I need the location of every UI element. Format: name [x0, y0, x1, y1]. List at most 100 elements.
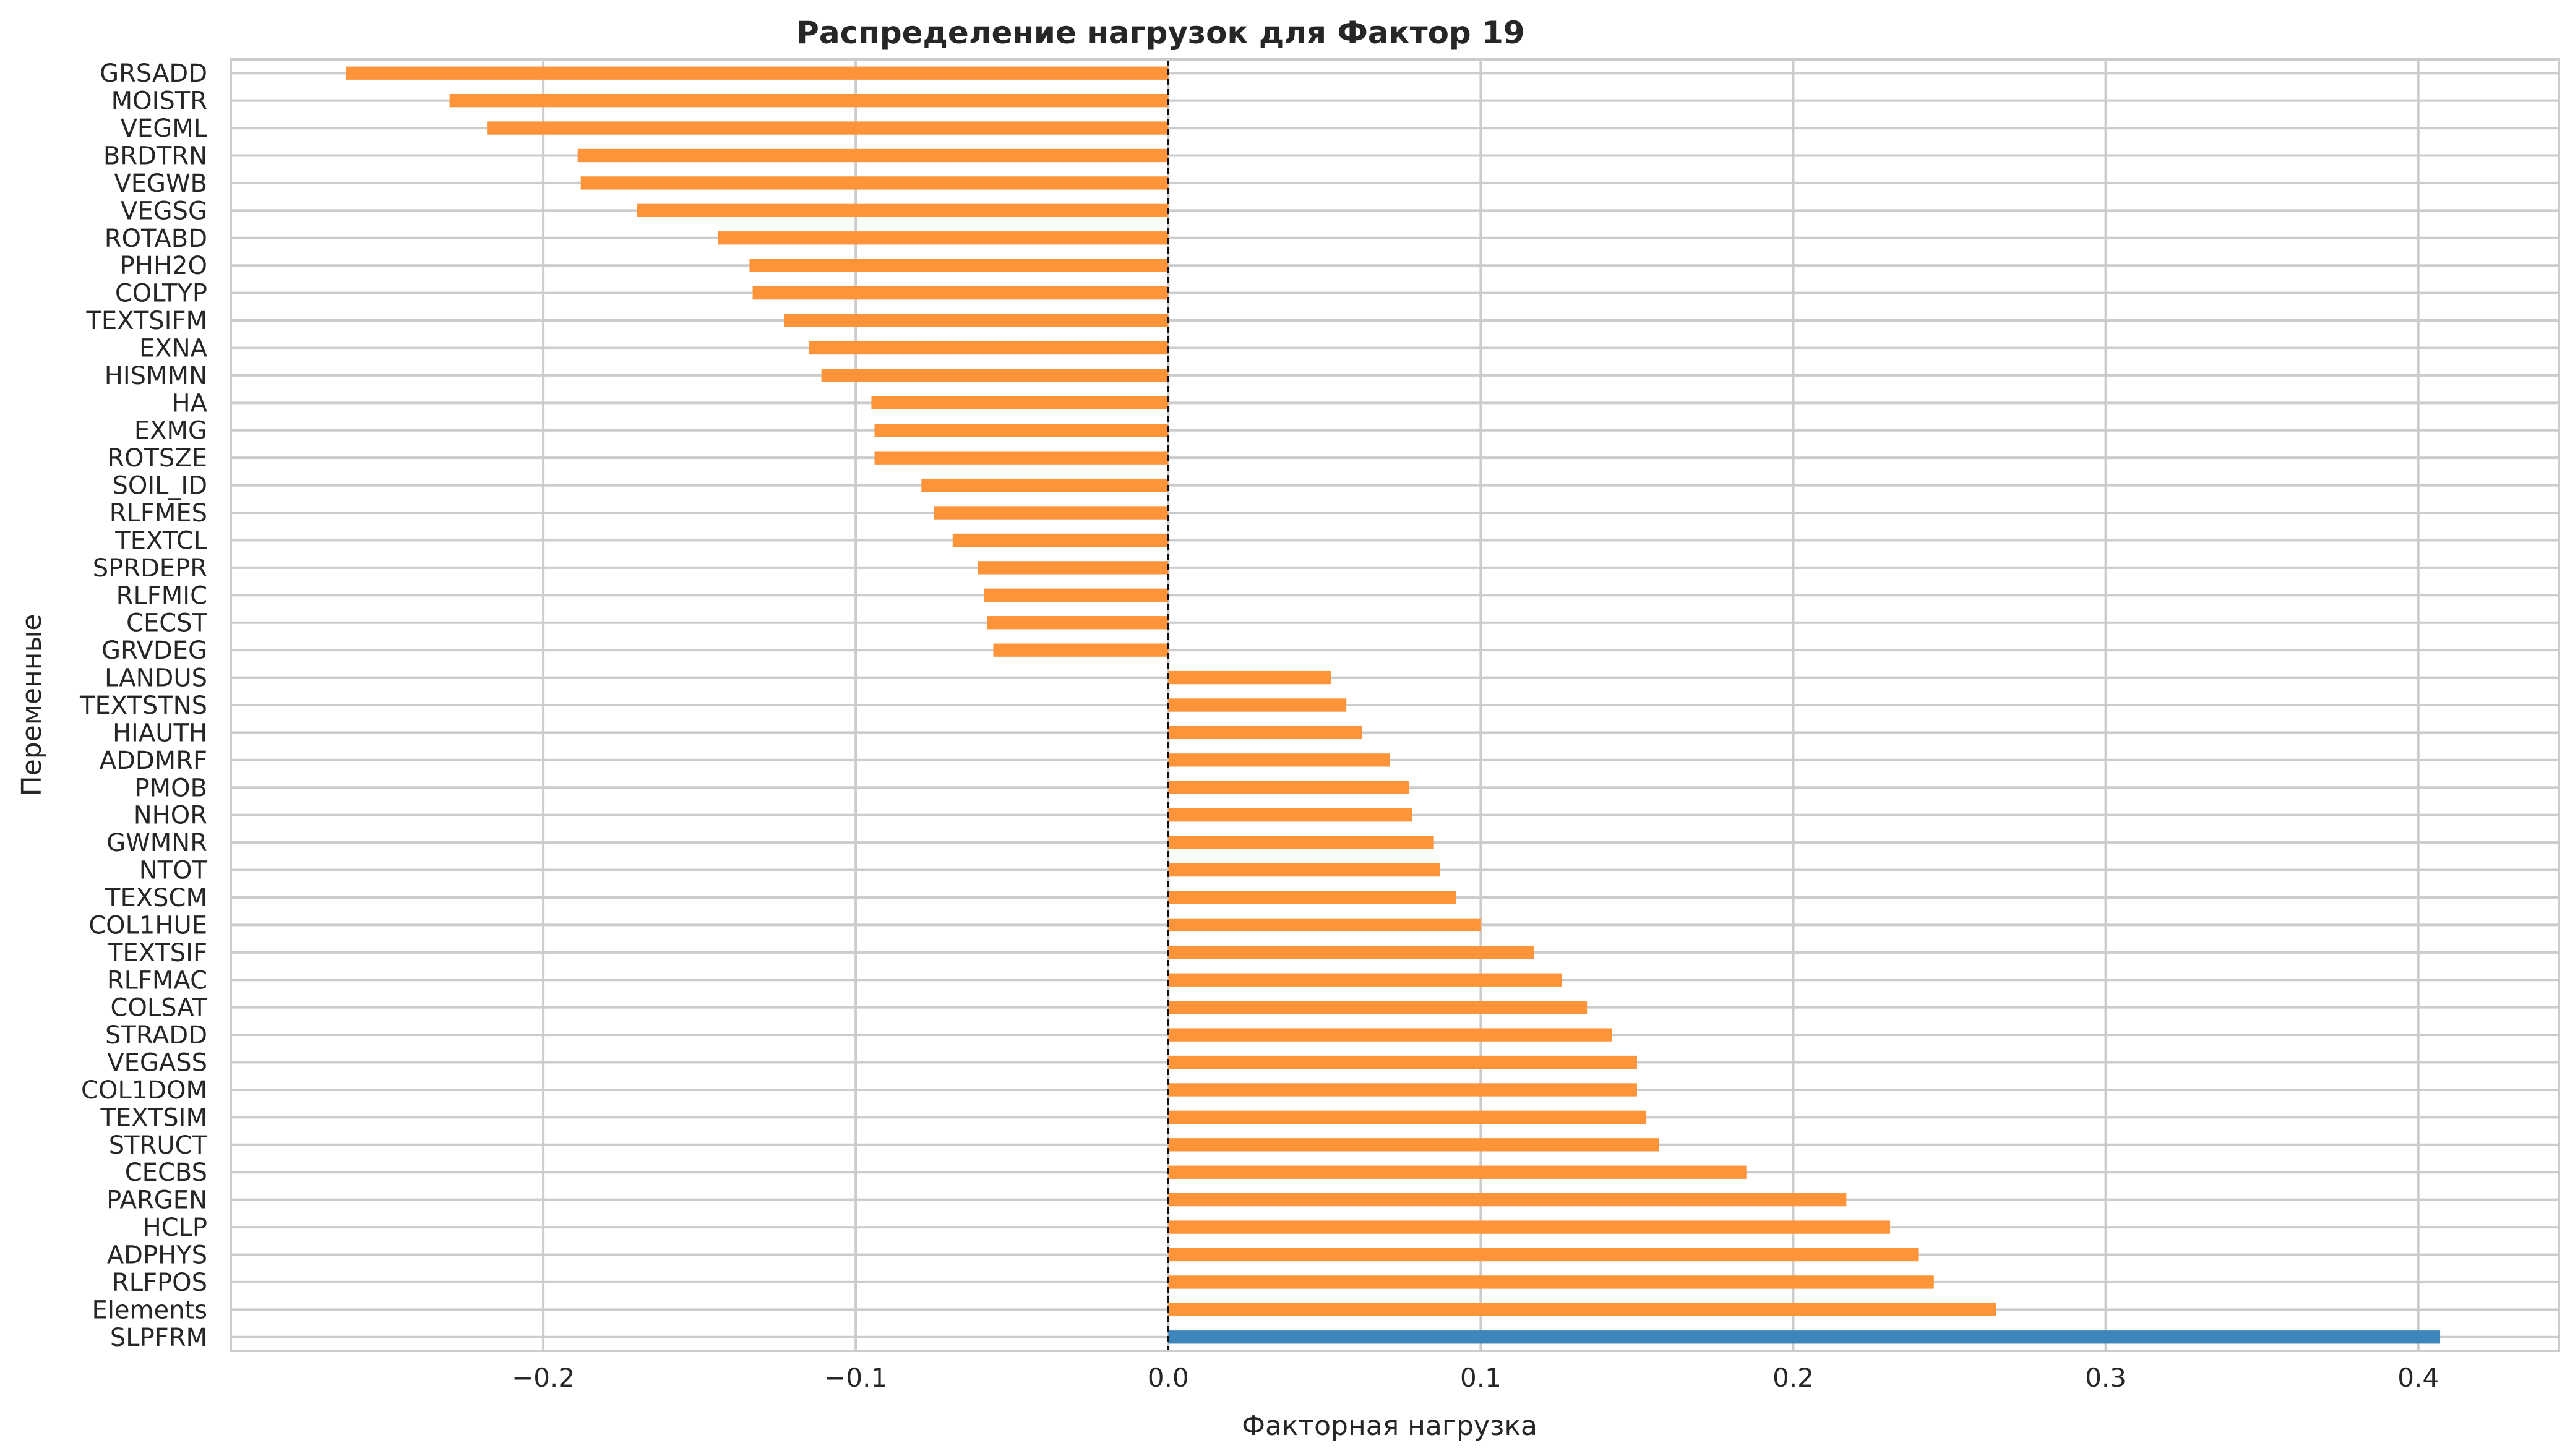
y-tick-label: PHH2O	[120, 252, 207, 280]
bars-layer	[346, 66, 2441, 1344]
plot-frame	[230, 58, 2560, 1352]
y-tick-label: HISMMN	[105, 362, 207, 390]
bar-rlfmac	[1168, 973, 1562, 987]
y-tick-label: GRVDEG	[101, 636, 207, 665]
x-tick-label: 0.2	[1773, 1363, 1814, 1393]
grid-layer	[231, 59, 2559, 1351]
y-tick-label: NTOT	[139, 857, 208, 885]
bar-vegml	[487, 121, 1169, 135]
y-tick-label: SOIL_ID	[112, 472, 207, 500]
y-tick-label: RLFMES	[110, 499, 207, 528]
bar-vegwb	[580, 176, 1169, 190]
x-tick-label: 0.1	[1460, 1363, 1502, 1393]
x-tick-label: 0.4	[2397, 1363, 2439, 1393]
bar-ha	[871, 396, 1169, 409]
x-tick-labels: −0.2 −0.1 0.0 0.1 0.2 0.3 0.4	[512, 1363, 2439, 1393]
bar-hclp	[1168, 1220, 1891, 1234]
y-tick-labels: GRSADDMOISTRVEGMLBRDTRNVEGWBVEGSGROTABDP…	[79, 59, 208, 1352]
bar-coltyp	[752, 286, 1169, 300]
y-tick-label: EXMG	[134, 417, 207, 445]
y-tick-label: COLTYP	[115, 280, 207, 308]
y-axis-label: Переменные	[16, 614, 48, 797]
bar-stradd	[1168, 1028, 1612, 1042]
bar-rotsze	[874, 451, 1169, 465]
y-tick-label: STRUCT	[109, 1131, 208, 1160]
y-tick-label: HA	[172, 389, 208, 418]
bar-rlfmic	[984, 588, 1169, 602]
y-tick-label: HCLP	[143, 1214, 207, 1242]
bar-hiauth	[1168, 726, 1362, 740]
bar-textsifm	[784, 314, 1169, 327]
y-tick-label: RLFPOS	[112, 1269, 207, 1297]
x-axis-label: Факторная нагрузка	[1242, 1410, 1537, 1442]
y-tick-label: VEGSG	[121, 197, 207, 225]
bar-elements	[1168, 1303, 1996, 1317]
bar-brdtrn	[577, 148, 1169, 163]
bar-struct	[1168, 1138, 1659, 1152]
y-tick-label: VEGASS	[107, 1049, 207, 1077]
y-tick-label: TEXTSTNS	[79, 692, 207, 720]
bar-soil_id	[921, 478, 1169, 492]
x-tick-label: 0.0	[1148, 1363, 1189, 1393]
y-tick-label: CECST	[126, 609, 208, 638]
y-tick-label: VEGML	[121, 114, 208, 143]
bar-rlfmes	[934, 506, 1169, 520]
bar-sprdepr	[978, 561, 1169, 575]
y-tick-label: VEGWB	[114, 169, 207, 198]
bar-ntot	[1168, 863, 1440, 877]
bar-textstns	[1168, 698, 1347, 712]
y-tick-label: COL1HUE	[88, 911, 207, 940]
y-tick-label: BRDTRN	[103, 142, 207, 170]
y-tick-label: TEXTSIM	[100, 1103, 207, 1132]
y-tick-label: TEXTCL	[114, 526, 207, 555]
y-tick-label: ROTSZE	[107, 444, 207, 473]
bar-gwmnr	[1168, 836, 1434, 849]
bar-col1dom	[1168, 1083, 1637, 1097]
bar-addmrf	[1168, 753, 1390, 767]
x-tick-label: −0.1	[824, 1363, 887, 1393]
bar-grvdeg	[993, 643, 1169, 657]
bar-colsat	[1168, 1001, 1588, 1014]
bar-rlfpos	[1168, 1275, 1934, 1289]
y-tick-label: STRADD	[105, 1021, 207, 1050]
bar-landus	[1168, 670, 1331, 685]
y-tick-label: CECBS	[125, 1158, 207, 1187]
y-tick-label: ADDMRF	[100, 747, 207, 775]
y-tick-label: NHOR	[134, 802, 207, 830]
bar-vegsg	[637, 203, 1169, 218]
y-tick-label: ADPHYS	[107, 1241, 207, 1270]
y-tick-label: MOISTR	[111, 87, 207, 116]
bar-exna	[809, 341, 1169, 355]
bar-cecbs	[1168, 1165, 1747, 1179]
y-tick-label: Elements	[92, 1296, 207, 1324]
bar-adphys	[1168, 1248, 1919, 1262]
y-tick-label: COLSAT	[110, 994, 207, 1022]
x-tick-label: 0.3	[2085, 1363, 2126, 1393]
bar-texscm	[1168, 891, 1456, 904]
bar-textsim	[1168, 1110, 1647, 1124]
y-tick-label: RLFMAC	[107, 966, 207, 995]
bar-vegass	[1168, 1055, 1637, 1069]
y-tick-label: ROTABD	[105, 225, 207, 253]
bar-rotabd	[718, 231, 1169, 245]
bar-nhor	[1168, 808, 1412, 822]
y-tick-label: EXNA	[139, 334, 208, 362]
y-tick-label: GWMNR	[106, 829, 207, 857]
bar-grsadd	[346, 66, 1169, 80]
y-tick-label: PMOB	[134, 774, 207, 802]
bar-textcl	[952, 533, 1169, 547]
y-tick-label: GRSADD	[100, 59, 207, 88]
bar-hismmn	[821, 369, 1169, 382]
y-tick-label: COL1DOM	[81, 1076, 207, 1105]
y-tick-label: RLFMIC	[116, 581, 207, 610]
bar-slpfrm	[1168, 1330, 2441, 1344]
y-tick-label: LANDUS	[105, 664, 207, 693]
x-tick-label: −0.2	[512, 1363, 575, 1393]
bar-textsif	[1168, 946, 1534, 959]
bar-pmob	[1168, 781, 1409, 794]
chart-title: Распределение нагрузок для Фактор 19	[796, 15, 1524, 51]
bar-pargen	[1168, 1193, 1847, 1207]
bar-exmg	[874, 424, 1169, 437]
y-tick-label: TEXTSIF	[107, 939, 207, 967]
